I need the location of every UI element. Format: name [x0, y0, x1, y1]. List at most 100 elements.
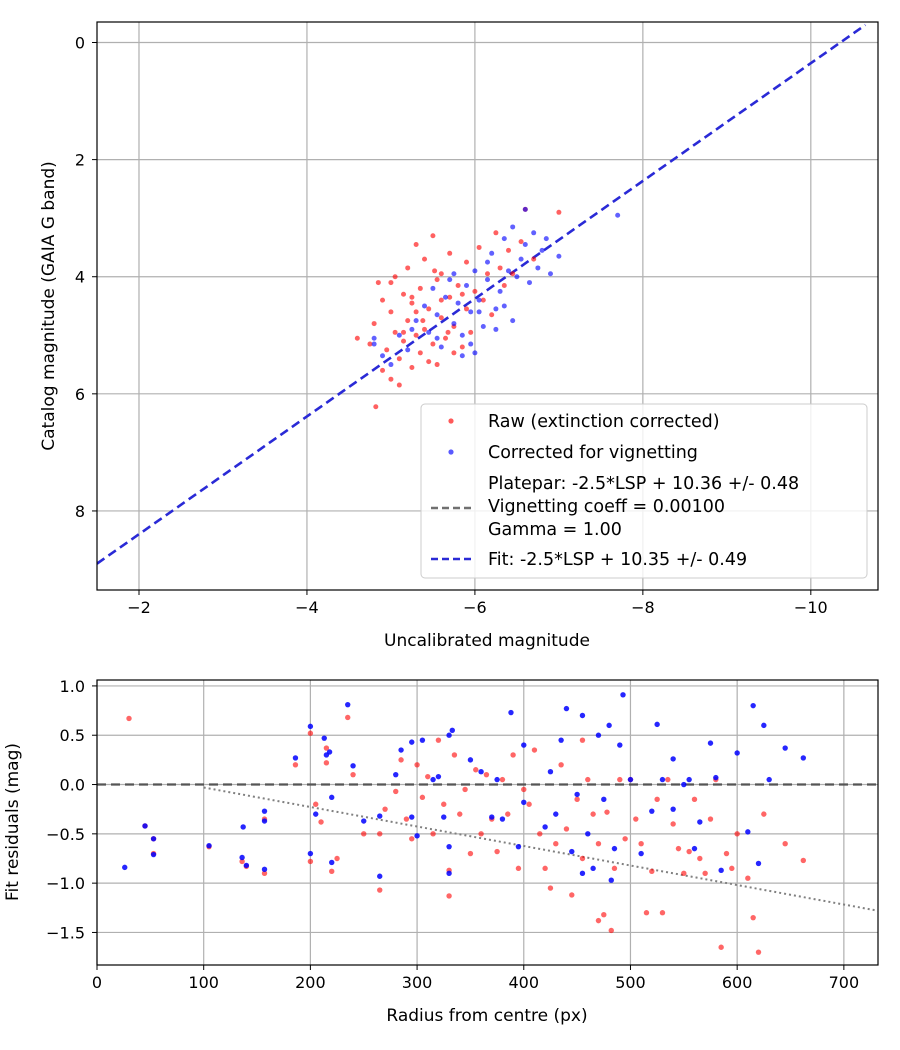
corrected-point	[539, 247, 545, 253]
raw-residual-point	[654, 796, 660, 803]
raw-residual-point	[361, 831, 367, 837]
corrected-residual-point	[782, 745, 788, 751]
raw-residual-point	[697, 855, 703, 862]
corrected-residual-point	[409, 739, 415, 745]
corrected-point	[535, 265, 541, 271]
raw-point	[434, 277, 440, 283]
top-ticks: −2 −4 −6 −8 −10 0 2 4 6 8	[75, 33, 828, 617]
raw-residual-point	[307, 730, 314, 736]
raw-point	[371, 321, 377, 327]
raw-point	[459, 291, 465, 297]
bottom-x-tick-label: 500	[615, 973, 646, 992]
legend-gamma-label: Gamma = 1.00	[488, 520, 622, 540]
raw-point	[354, 335, 360, 341]
corrected-residual-point	[307, 723, 314, 730]
raw-residual-point	[441, 801, 447, 807]
corrected-residual-point	[601, 796, 607, 803]
top-y-axis-label: Catalog magnitude (GAIA G band)	[39, 161, 59, 451]
raw-point	[476, 244, 482, 250]
corrected-residual-point	[563, 705, 570, 712]
top-x-tick-label: −4	[295, 598, 319, 617]
raw-point	[426, 359, 432, 365]
corrected-residual-point	[243, 862, 250, 869]
corrected-residual-point	[611, 845, 618, 852]
raw-point	[426, 306, 432, 312]
corrected-point	[531, 230, 537, 236]
raw-point	[501, 283, 507, 289]
corrected-residual-point	[361, 818, 367, 824]
corrected-residual-point	[419, 737, 426, 743]
corrected-point	[371, 335, 377, 341]
raw-point	[401, 329, 407, 335]
raw-point	[413, 309, 419, 315]
corrected-residual-point	[691, 845, 698, 852]
corrected-residual-point	[590, 865, 596, 872]
corrected-residual-point	[292, 755, 299, 761]
raw-point	[417, 350, 423, 356]
raw-point	[388, 309, 394, 315]
corrected-point	[443, 294, 449, 300]
raw-residual-point	[451, 752, 458, 758]
raw-point	[531, 256, 537, 262]
raw-residual-point	[638, 841, 644, 847]
raw-point	[380, 367, 386, 373]
raw-residual-point	[729, 865, 735, 872]
corrected-residual-point	[329, 794, 335, 801]
raw-residual-point	[553, 841, 559, 847]
corrected-residual-point	[755, 860, 762, 867]
corrected-residual-point	[638, 850, 644, 857]
corrected-residual-point	[627, 776, 634, 783]
raw-residual-point	[734, 831, 740, 837]
bottom-y-axis-label: Fit residuals (mag)	[3, 743, 23, 901]
corrected-residual-point	[608, 877, 614, 883]
raw-residual-point	[579, 855, 586, 862]
corrected-residual-point	[206, 842, 212, 849]
top-x-tick-label: −8	[631, 598, 655, 617]
raw-residual-point	[686, 848, 692, 855]
raw-residual-point	[579, 737, 586, 743]
raw-residual-point	[670, 821, 676, 827]
top-plot-frame	[96, 21, 879, 591]
legend-corrected-label: Corrected for vignetting	[488, 443, 698, 463]
corrected-residual-point	[398, 747, 404, 753]
raw-point	[455, 283, 461, 289]
raw-residual-point	[323, 760, 330, 766]
raw-residual-point	[750, 914, 756, 921]
raw-residual-point	[261, 870, 268, 876]
top-y-tick-label: 0	[75, 33, 85, 52]
corrected-residual-point	[718, 867, 724, 874]
raw-residual-point	[537, 831, 543, 837]
top-y-tick-label: 2	[75, 151, 85, 170]
raw-residual-point	[659, 910, 666, 916]
corrected-point	[430, 285, 436, 291]
bottom-y-tick-label: −1.0	[46, 874, 85, 893]
raw-residual-point	[558, 762, 564, 768]
raw-residual-point	[723, 850, 730, 857]
raw-point	[367, 341, 373, 347]
corrected-residual-point	[606, 722, 612, 729]
corrected-residual-point	[670, 806, 676, 812]
raw-residual-point	[611, 865, 618, 872]
corrected-point	[493, 306, 499, 312]
corrected-residual-point	[467, 757, 474, 763]
corrected-point	[459, 353, 465, 359]
raw-point	[485, 271, 490, 277]
bottom-points	[122, 692, 807, 955]
corrected-residual-point	[377, 813, 383, 819]
corrected-residual-point	[150, 836, 157, 842]
corrected-residual-point	[239, 854, 245, 861]
bottom-x-tick-label: 100	[188, 973, 219, 992]
raw-residual-point	[569, 892, 575, 898]
raw-point	[556, 209, 562, 215]
raw-residual-point	[398, 757, 404, 763]
raw-residual-point	[473, 767, 479, 773]
raw-residual-point	[608, 927, 614, 934]
corrected-residual-point	[542, 824, 548, 830]
corrected-point	[543, 236, 549, 242]
raw-point	[438, 271, 444, 277]
corrected-residual-point	[670, 756, 676, 762]
raw-residual-point	[515, 865, 522, 872]
corrected-residual-point	[446, 870, 452, 876]
